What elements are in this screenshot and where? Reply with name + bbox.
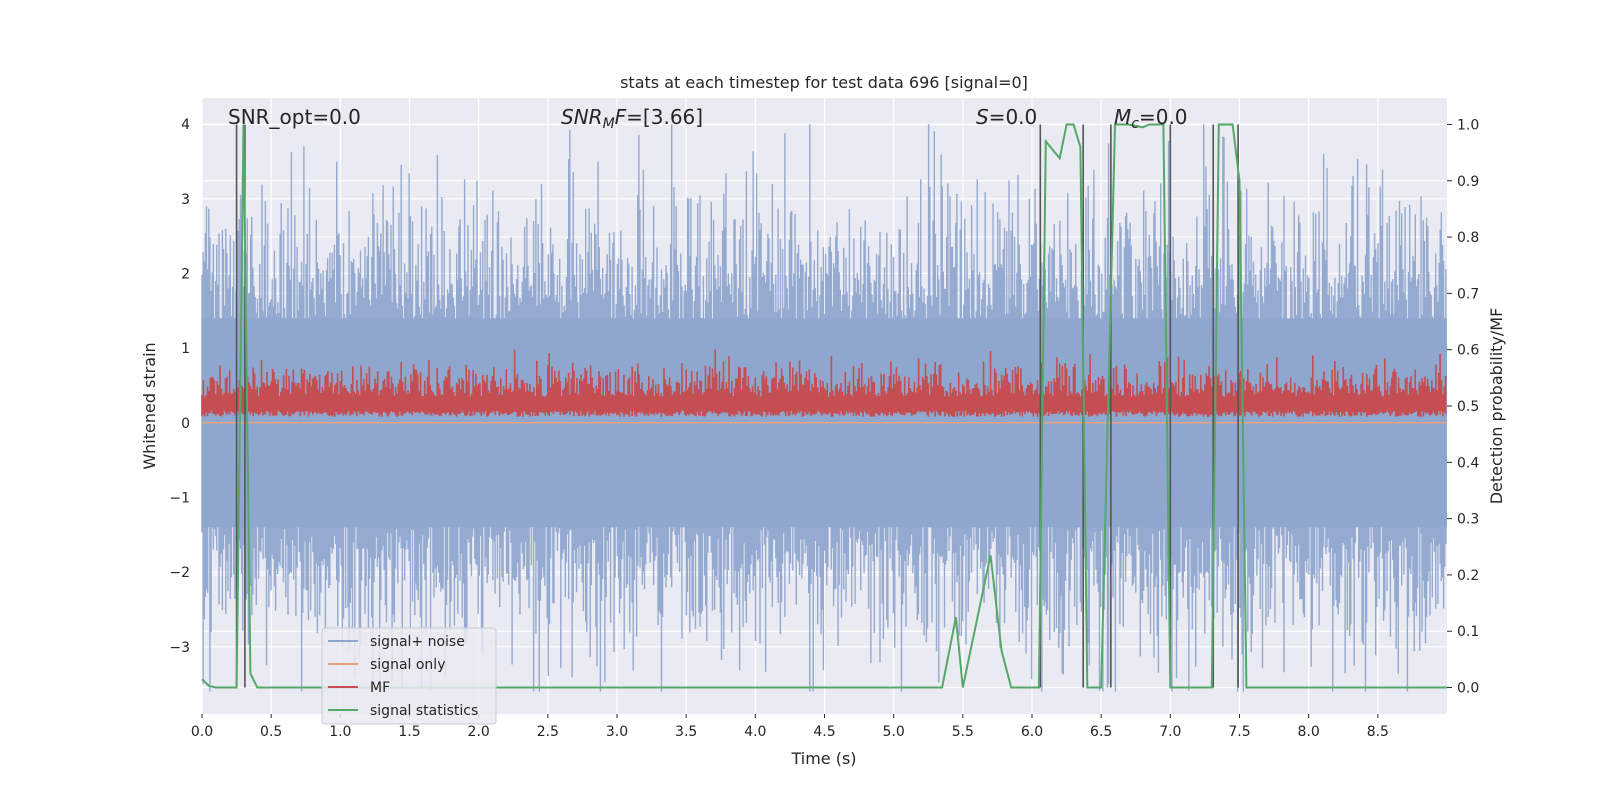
x-tick-label: 2.5 xyxy=(537,724,559,740)
x-tick-label: 3.0 xyxy=(606,724,628,740)
mc-annotation: Mc=0.0 xyxy=(1114,105,1188,132)
legend: signal+ noise signal only MF signal stat… xyxy=(321,627,497,725)
y2-tick-label: 0.8 xyxy=(1457,230,1479,246)
x-tick-label: 4.0 xyxy=(744,724,766,740)
x-tick-label: 2.0 xyxy=(468,724,490,740)
y2-tick-label: 0.3 xyxy=(1457,512,1479,528)
mc-label: M xyxy=(1114,105,1131,129)
y2-tick-label: 0.5 xyxy=(1457,399,1479,415)
x-tick-labels: 0.0 0.5 1.0 1.5 2.0 2.5 3.0 3.5 4.0 4.5 5.0 5.5 6.0 6… xyxy=(191,714,1389,740)
y2-tick-label: 0.1 xyxy=(1457,624,1479,640)
snr-mf-annotation: SNRMF=[3.66] xyxy=(561,105,703,132)
x-tick-label: 3.5 xyxy=(675,724,697,740)
legend-label-signal-only: signal only xyxy=(370,657,445,673)
x-tick-label: 1.0 xyxy=(329,724,351,740)
y-axis-label: Whitened strain xyxy=(140,342,159,469)
y2-tick-label: 0.9 xyxy=(1457,174,1479,190)
s-annotation: S=0.0 xyxy=(976,105,1037,129)
detection-vlines xyxy=(235,124,1239,688)
s-label: S xyxy=(976,105,989,129)
x-tick-label: 1.5 xyxy=(398,724,420,740)
x-tick-label: 6.0 xyxy=(1021,724,1043,740)
y-tick-labels: −3 −2 −1 0 1 2 3 4 xyxy=(169,117,190,656)
snr-mf-sub: M xyxy=(603,116,615,132)
x-tick-label: 7.0 xyxy=(1159,724,1181,740)
s-value: =0.0 xyxy=(989,105,1038,129)
snr-mf-value: =[3.66] xyxy=(626,105,703,129)
x-tick-label: 4.5 xyxy=(813,724,835,740)
legend-label-noise: signal+ noise xyxy=(370,634,465,650)
y-tick-label: 3 xyxy=(181,192,190,208)
y-tick-label: 4 xyxy=(181,117,190,133)
y2-tick-label: 0.4 xyxy=(1457,455,1479,471)
y2-tick-label: 0.0 xyxy=(1457,681,1479,697)
y-tick-label: −2 xyxy=(169,565,190,581)
x-tick-label: 8.0 xyxy=(1298,724,1320,740)
x-tick-label: 0.5 xyxy=(260,724,282,740)
y2-tick-label: 0.2 xyxy=(1457,568,1479,584)
y2-tick-label: 1.0 xyxy=(1457,117,1479,133)
legend-box xyxy=(321,627,497,725)
legend-label-mf: MF xyxy=(370,680,390,696)
mc-value: =0.0 xyxy=(1139,105,1188,129)
chart-title: stats at each timestep for test data 696… xyxy=(620,73,1028,92)
x-tick-label: 5.5 xyxy=(952,724,974,740)
x-axis-label: Time (s) xyxy=(790,749,856,768)
signal-statistics-series xyxy=(201,123,1447,689)
y2-axis-label: Detection probability/MF xyxy=(1487,308,1506,505)
legend-label-stats: signal statistics xyxy=(370,703,478,719)
y-tick-label: 2 xyxy=(181,266,190,282)
y2-tick-label: 0.7 xyxy=(1457,286,1479,302)
x-tick-label: 6.5 xyxy=(1090,724,1112,740)
x-tick-label: 7.5 xyxy=(1228,724,1250,740)
x-tick-label: 8.5 xyxy=(1367,724,1389,740)
mc-sub: c xyxy=(1131,116,1139,132)
x-tick-label: 5.0 xyxy=(883,724,905,740)
y-tick-label: −1 xyxy=(169,490,190,506)
y-tick-label: 1 xyxy=(181,341,190,357)
snr-mf-rest: F xyxy=(615,105,627,129)
snr-mf-base: SNR xyxy=(561,105,603,129)
y-tick-label: −3 xyxy=(169,640,190,656)
x-tick-label: 0.0 xyxy=(191,724,213,740)
y-tick-label: 0 xyxy=(181,416,190,432)
y2-tick-label: 0.6 xyxy=(1457,343,1479,359)
y2-tick-labels: 0.0 0.1 0.2 0.3 0.4 0.5 0.6 0.7 0.8 0.9 1.0 xyxy=(1447,117,1479,697)
snr-opt-annotation: SNR_opt=0.0 xyxy=(228,105,361,129)
